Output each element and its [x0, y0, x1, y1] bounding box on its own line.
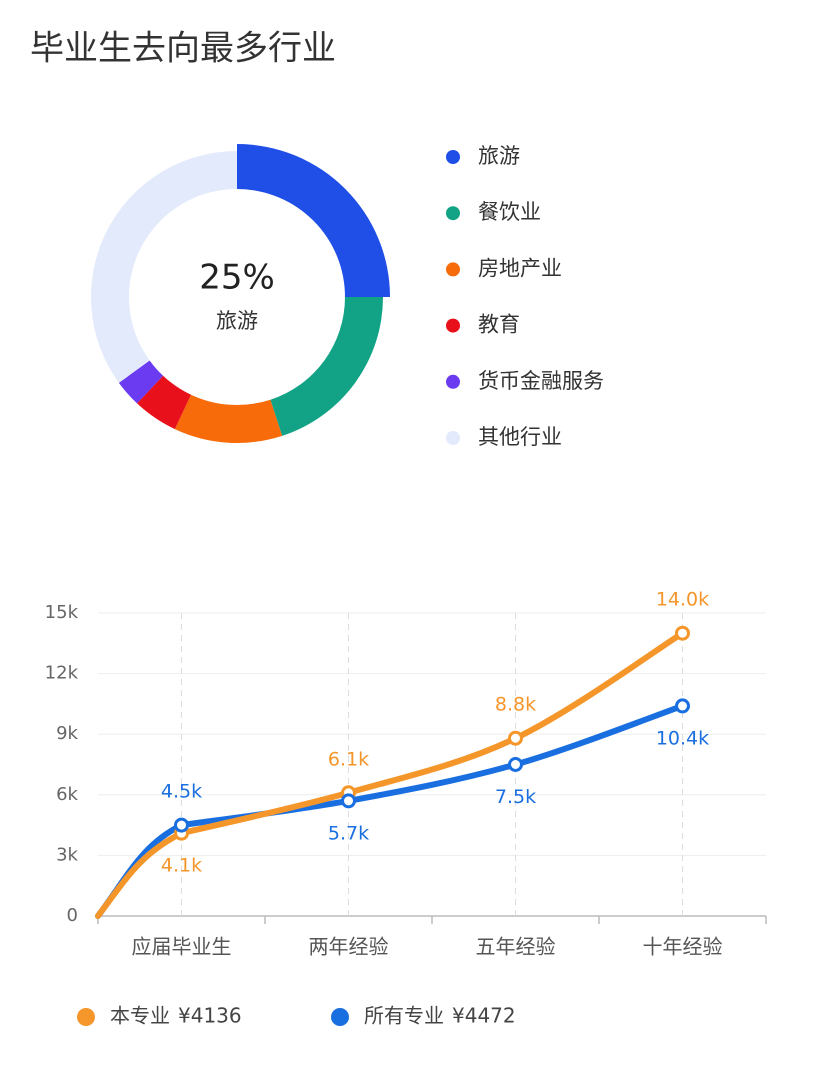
y-tick-label: 3k [56, 844, 78, 865]
legend-label: 餐饮业 [478, 200, 541, 224]
point-marker [675, 625, 690, 641]
legend-label: 货币金融服务 [478, 369, 604, 393]
legend-label: 旅游 [478, 144, 520, 168]
data-label: 6.1k [328, 748, 369, 770]
data-label: 10.4k [656, 727, 709, 749]
legend-label: 本专业 [110, 1004, 170, 1028]
point-marker [508, 730, 523, 746]
legend-swatch [446, 318, 460, 333]
point-marker [508, 757, 523, 772]
series-line [181, 703, 684, 829]
y-tick-label: 0 [67, 905, 78, 926]
series-line [180, 630, 685, 837]
legend-swatch [446, 262, 460, 277]
data-label: 4.1k [161, 855, 202, 877]
legend-swatch [446, 374, 460, 389]
point-marker [174, 817, 189, 833]
legend-swatch [446, 431, 460, 445]
donut-segment [118, 360, 164, 404]
point-marker [675, 698, 690, 714]
y-tick-label: 6k [56, 784, 78, 805]
legend-swatch [446, 150, 460, 164]
data-label: 14.0k [656, 589, 709, 611]
x-tick-label: 两年经验 [309, 935, 389, 959]
legend-label: 所有专业 [364, 1004, 444, 1028]
legend-swatch [331, 1008, 349, 1026]
data-label: 8.8k [495, 694, 536, 716]
x-tick-label: 应届毕业生 [132, 935, 232, 959]
data-label: 5.7k [328, 822, 369, 844]
y-tick-label: 15k [45, 602, 79, 623]
legend-label: 房地产业 [478, 256, 562, 280]
point-marker [341, 793, 356, 809]
x-tick-label: 五年经验 [476, 935, 556, 959]
x-tick-label: 十年经验 [643, 935, 723, 959]
center-value: 25% [199, 258, 275, 298]
legend-swatch [446, 206, 460, 221]
donut-segment [237, 144, 390, 297]
y-tick-label: 9k [56, 723, 78, 744]
data-label: 7.5k [495, 786, 536, 808]
donut-segment [174, 394, 283, 443]
legend-average: ¥4136 [178, 1004, 242, 1028]
legend-swatch [77, 1008, 95, 1026]
data-label: 4.5k [161, 781, 202, 803]
donut-segment [91, 151, 237, 383]
y-tick-label: 12k [45, 663, 79, 684]
legend-label: 其他行业 [478, 425, 562, 449]
donut-segment [270, 297, 383, 436]
donut-segment [137, 375, 192, 430]
chart-title: 毕业生去向最多行业 [30, 29, 336, 69]
legend-label: 教育 [478, 313, 520, 337]
legend-average: ¥4472 [452, 1004, 516, 1028]
center-category: 旅游 [216, 309, 258, 333]
line-lead-in [95, 830, 185, 919]
